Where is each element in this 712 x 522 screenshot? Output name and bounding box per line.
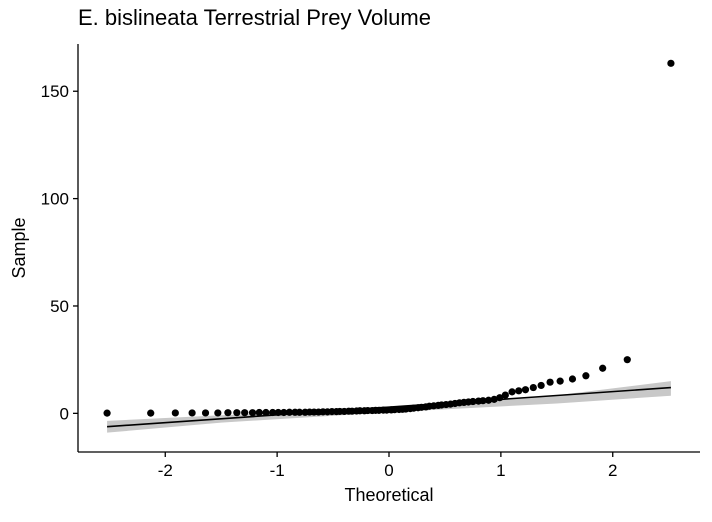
x-axis-label: Theoretical [344, 485, 433, 505]
sample-point [285, 408, 294, 416]
sample-point [490, 395, 498, 403]
x-tick-label: -2 [158, 461, 173, 480]
sample-point [521, 386, 530, 394]
sample-point [233, 409, 241, 417]
sample-point [568, 375, 577, 383]
sample-point [248, 409, 257, 417]
sample-point [501, 391, 509, 399]
sample-point [241, 409, 249, 417]
sample-point [103, 409, 111, 417]
confidence-band-layer [107, 381, 671, 433]
sample-point [508, 388, 516, 396]
sample-points-layer [103, 59, 675, 417]
sample-point [201, 409, 210, 417]
sample-point [496, 394, 504, 402]
x-tick-label: 1 [496, 461, 505, 480]
x-tick-label: 2 [608, 461, 617, 480]
x-tick-label: 0 [384, 461, 393, 480]
sample-point [582, 372, 590, 380]
sample-point [280, 408, 288, 417]
sample-point [484, 396, 493, 404]
y-tick-label: 100 [41, 190, 69, 209]
sample-point [171, 409, 179, 417]
sample-point [295, 408, 304, 416]
y-tick-label: 150 [41, 82, 69, 101]
sample-point [529, 383, 537, 392]
confidence-band [107, 381, 671, 433]
sample-point [255, 408, 263, 417]
x-tick-label: -1 [270, 461, 285, 480]
y-tick-label: 0 [60, 404, 69, 423]
sample-point [479, 397, 487, 405]
sample-point [147, 409, 155, 417]
sample-point [214, 409, 222, 417]
sample-point [537, 381, 545, 390]
sample-point [667, 59, 675, 67]
sample-point [188, 409, 196, 417]
sample-point [274, 408, 282, 417]
chart-title: E. bislineata Terrestrial Prey Volume [78, 5, 431, 30]
sample-point [599, 364, 607, 372]
sample-point [623, 356, 631, 364]
sample-point [224, 409, 232, 417]
sample-point [262, 408, 270, 417]
sample-point [515, 387, 523, 395]
y-axis-label: Sample [9, 217, 29, 278]
ticks-layer: -2 -1 0 1 2 0 50 100 150 [41, 82, 618, 480]
sample-point [556, 377, 564, 385]
sample-point [546, 378, 554, 386]
sample-point [269, 408, 277, 417]
sample-point [469, 397, 477, 406]
y-tick-label: 50 [50, 297, 69, 316]
